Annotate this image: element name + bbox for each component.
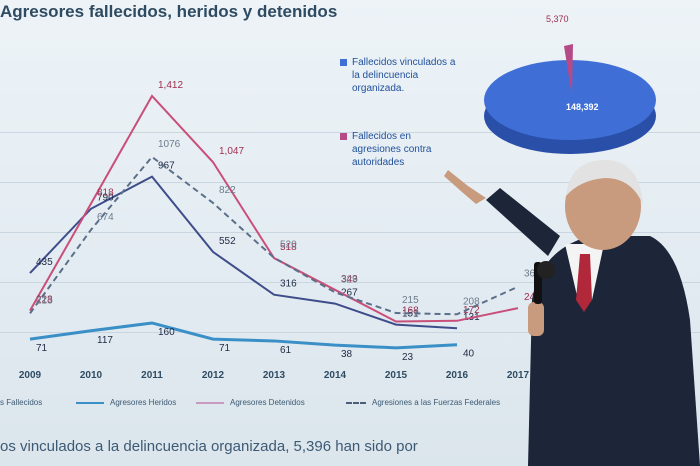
series-line bbox=[29, 94, 519, 323]
data-label: 71 bbox=[36, 343, 48, 354]
data-label: 38 bbox=[341, 349, 353, 360]
grid-line bbox=[0, 282, 700, 283]
legend-agresiones: Agresiones a las Fuerzas Federales bbox=[346, 398, 500, 407]
data-label: 1,412 bbox=[158, 80, 183, 91]
presenter-suit bbox=[528, 236, 700, 466]
data-label: 1076 bbox=[158, 139, 181, 150]
microphone-head bbox=[537, 261, 555, 279]
x-tick-label: 2017 bbox=[507, 370, 530, 381]
presenter-arm bbox=[486, 188, 560, 256]
data-label: 117 bbox=[97, 335, 113, 346]
legend-line: autoridades bbox=[352, 157, 405, 168]
data-label: 40 bbox=[463, 349, 475, 360]
x-tick-label: 2012 bbox=[202, 370, 225, 381]
data-label: 329 bbox=[341, 274, 358, 285]
legend-small: Fallecidos en agresiones contra autorida… bbox=[340, 130, 470, 175]
slide-caption: os vinculados a la delincuencia organiza… bbox=[0, 438, 418, 455]
data-label: 160 bbox=[158, 327, 175, 338]
legend-large: Fallecidos vinculados a la delincuencia … bbox=[340, 56, 490, 101]
data-label: 552 bbox=[219, 236, 236, 247]
data-label: 967 bbox=[158, 161, 175, 172]
data-label: 71 bbox=[219, 343, 231, 354]
data-label: 215 bbox=[402, 295, 419, 306]
series-line bbox=[29, 175, 458, 330]
data-label: 168 bbox=[402, 306, 419, 317]
x-tick-label: 2013 bbox=[263, 370, 286, 381]
data-label: 23 bbox=[402, 352, 414, 363]
legend-line: organizada. bbox=[352, 83, 405, 94]
legend-line: Fallecidos en bbox=[352, 131, 411, 142]
x-tick-label: 2014 bbox=[324, 370, 347, 381]
pie-chart bbox=[484, 44, 656, 154]
series-line bbox=[29, 321, 458, 350]
presenter-hand-mic bbox=[528, 302, 544, 336]
x-tick-label: 2016 bbox=[446, 370, 469, 381]
data-label: 316 bbox=[280, 279, 297, 290]
data-label: 267 bbox=[341, 288, 358, 299]
x-tick-label: 2011 bbox=[141, 370, 163, 381]
presenter-tie bbox=[576, 254, 592, 312]
legend-heridos: Agresores Heridos bbox=[76, 398, 176, 407]
data-label: 818 bbox=[97, 188, 114, 199]
legend-square bbox=[340, 133, 347, 140]
pie-slice-small bbox=[564, 44, 573, 96]
data-label: 343 bbox=[341, 274, 358, 285]
series-legend: s Fallecidos Agresores Heridos Agresores… bbox=[0, 398, 560, 412]
data-label: 1,047 bbox=[219, 146, 244, 157]
data-label: 228 bbox=[36, 295, 53, 306]
data-label: 213 bbox=[36, 295, 53, 306]
legend-line: Fallecidos vinculados a bbox=[352, 57, 456, 68]
x-tick-label: 2010 bbox=[80, 370, 103, 381]
pie-small-value: 5,370 bbox=[546, 14, 569, 24]
data-label: 208 bbox=[463, 296, 480, 307]
presenter-face bbox=[565, 162, 641, 250]
data-label: 520 bbox=[280, 240, 297, 251]
data-label: 435 bbox=[36, 257, 53, 268]
data-label: 36 bbox=[524, 269, 536, 280]
legend-square bbox=[340, 59, 347, 66]
data-label: 790 bbox=[97, 193, 114, 204]
legend-line: la delincuencia bbox=[352, 70, 419, 81]
legend-fallecidos: s Fallecidos bbox=[0, 398, 43, 407]
grid-line bbox=[0, 132, 700, 133]
data-label: 172 bbox=[463, 305, 480, 316]
data-label: 822 bbox=[219, 185, 236, 196]
legend-detenidos: Agresores Detenidos bbox=[196, 398, 305, 407]
data-label: 151 bbox=[402, 309, 419, 320]
legend-line: agresiones contra bbox=[352, 144, 432, 155]
presenter-hair bbox=[566, 160, 643, 205]
series-line bbox=[29, 155, 519, 316]
grid-line bbox=[0, 182, 700, 183]
presenter-hand bbox=[444, 170, 486, 204]
data-label: 674 bbox=[97, 212, 114, 223]
pie-large-value: 148,392 bbox=[566, 102, 599, 112]
data-label: 61 bbox=[280, 345, 292, 356]
data-label: 518 bbox=[280, 242, 297, 253]
x-tick-label: 2009 bbox=[19, 370, 42, 381]
grid-line bbox=[0, 232, 700, 233]
pie-slice-large bbox=[484, 60, 656, 140]
slide-title: Agresores fallecidos, heridos y detenido… bbox=[0, 2, 338, 21]
x-tick-label: 2015 bbox=[385, 370, 408, 381]
grid-line bbox=[0, 332, 700, 333]
